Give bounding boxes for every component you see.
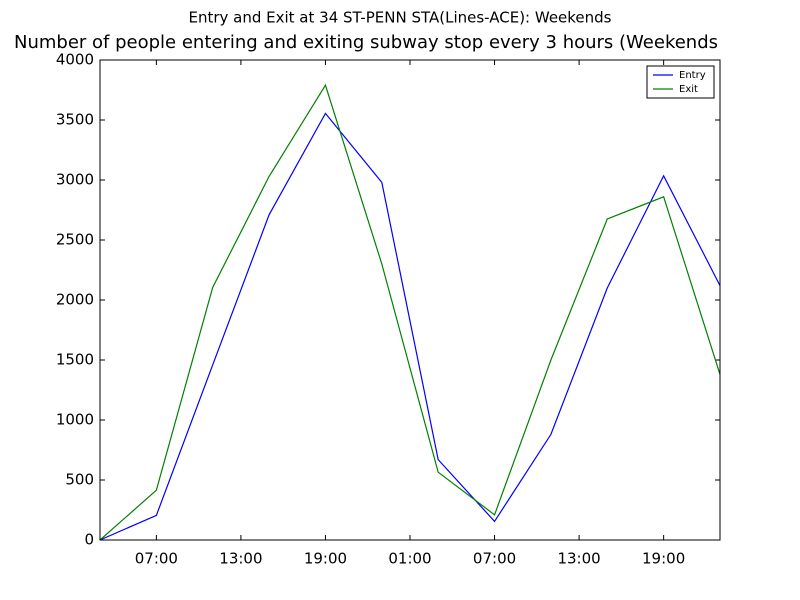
data-line: [99, 83, 721, 541]
x-tick-label: 01:00: [388, 550, 431, 568]
y-tick-label: 2000: [56, 291, 94, 309]
y-tick-label: 3000: [56, 171, 94, 189]
y-tick-label: 0: [84, 531, 94, 549]
x-tick-label: 19:00: [642, 550, 685, 568]
plot-area: [100, 60, 720, 540]
legend-box: [646, 65, 715, 99]
y-tick-label: 1000: [56, 411, 94, 429]
x-tick-label: 07:00: [473, 550, 516, 568]
chart-suptitle: Entry and Exit at 34 ST-PENN STA(Lines-A…: [188, 9, 611, 27]
x-tick-label: 13:00: [557, 550, 600, 568]
y-tick-label: 1500: [56, 351, 94, 369]
x-tick-label: 07:00: [135, 550, 178, 568]
y-tick-label: 4000: [56, 51, 94, 69]
y-tick-label: 500: [65, 471, 94, 489]
y-tick-label: 3500: [56, 111, 94, 129]
y-tick-label: 2500: [56, 231, 94, 249]
legend-label: Entry: [679, 70, 706, 81]
data-line: [99, 112, 721, 541]
x-tick-label: 13:00: [219, 550, 262, 568]
x-tick-label: 19:00: [304, 550, 347, 568]
plot-frame: [99, 59, 721, 541]
chart-title: Number of people entering and exiting su…: [14, 32, 718, 53]
legend-label: Exit: [679, 84, 698, 95]
